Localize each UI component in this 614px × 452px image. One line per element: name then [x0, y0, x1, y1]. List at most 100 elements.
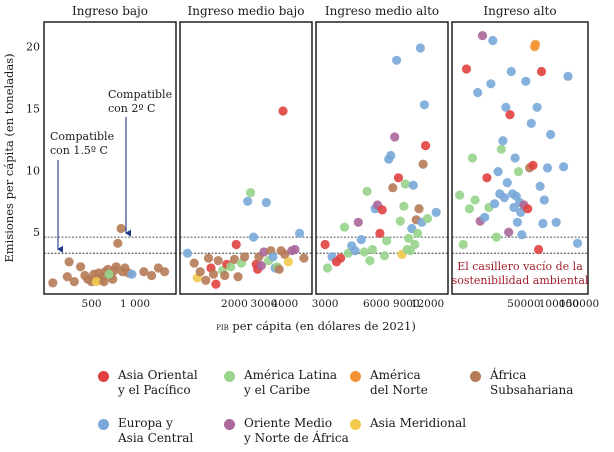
data-point-lac — [404, 233, 414, 243]
legend-label-line: América Latina — [244, 368, 338, 382]
points-medio-bajo — [182, 106, 309, 289]
data-point-eca — [510, 153, 520, 163]
data-point-lac — [104, 269, 114, 279]
data-point-lac — [400, 179, 410, 189]
annotation-15c-line1: Compatible — [50, 130, 114, 143]
legend: Asia Oriental y el Pacífico América Latina… — [0, 360, 614, 452]
data-point-eap — [523, 204, 533, 214]
points-bajo — [48, 223, 170, 288]
data-point-eap — [375, 228, 385, 238]
data-point-lac — [339, 222, 350, 232]
legend-label-line: Asia Meridional — [370, 416, 467, 430]
x-tick-label: 100000 — [539, 298, 579, 310]
data-point-ssa — [99, 277, 109, 287]
data-point-eca — [502, 178, 512, 188]
y-tick-label: 10 — [26, 164, 40, 177]
x-tick-label: 6000 — [363, 298, 390, 310]
data-point-eca — [542, 163, 553, 173]
legend-item-ssa: África Subsahariana — [470, 368, 573, 398]
data-point-ssa — [280, 249, 290, 259]
data-point-lac — [379, 251, 390, 261]
empty-box-label-line1: El casillero vacío de la — [457, 260, 583, 273]
data-point-eca — [512, 217, 523, 227]
data-point-ssa — [201, 275, 211, 285]
x-tick-label: 3000 — [251, 298, 278, 310]
x-axis-label-prefix: PIB — [216, 322, 229, 333]
data-point-mena — [504, 227, 514, 237]
data-point-eca — [268, 252, 278, 262]
legend-label-line: Subsahariana — [490, 383, 574, 397]
data-point-nam — [530, 39, 541, 49]
x-tick-label: 12000 — [411, 298, 444, 310]
data-point-eca — [532, 102, 542, 112]
data-point-eca — [473, 87, 483, 98]
data-point-ssa — [203, 253, 214, 263]
data-point-eca — [498, 136, 508, 146]
data-point-eca — [516, 207, 526, 217]
panel-bajo: Ingreso bajo 500 1 000 — [43, 4, 177, 310]
data-point-lac — [410, 239, 420, 250]
data-point-lac — [382, 236, 392, 246]
legend-label: América del Norte — [370, 368, 428, 398]
legend-label-line: y el Pacífico — [118, 383, 191, 397]
data-point-mena — [256, 261, 266, 271]
data-point-sas — [91, 277, 101, 287]
legend-label-line: y Norte de África — [244, 431, 349, 445]
legend-item-eca: Europa y Asia Central — [98, 416, 193, 446]
data-point-eca — [386, 150, 396, 161]
legend-item-lac: América Latina y el Caribe — [224, 368, 337, 398]
points-alto — [455, 30, 583, 255]
data-point-eca — [419, 100, 429, 110]
data-point-eca — [295, 228, 305, 238]
data-point-lac — [413, 228, 423, 238]
legend-swatch — [98, 371, 109, 382]
data-point-mena — [353, 217, 363, 227]
data-point-mena — [477, 30, 488, 41]
x-tick-label: 50000 — [507, 298, 540, 310]
data-point-lac — [496, 144, 506, 154]
data-point-eap — [536, 66, 547, 77]
data-point-eca — [517, 230, 527, 240]
data-point-eca — [493, 167, 503, 177]
data-point-ssa — [274, 264, 284, 274]
data-point-lac — [513, 167, 524, 177]
x-tick-label: 4000 — [271, 298, 298, 310]
annotation-15c-line2: con 1.5º C — [50, 144, 108, 157]
data-point-ssa — [220, 270, 230, 281]
data-point-eca — [408, 180, 418, 190]
data-point-ssa — [208, 269, 219, 279]
data-point-sas — [283, 257, 293, 267]
data-point-ssa — [195, 267, 205, 277]
legend-label-line: Asia Central — [118, 431, 194, 445]
data-point-eca — [486, 79, 496, 89]
x-tick-label: 500 — [82, 298, 102, 310]
data-point-ssa — [116, 223, 126, 234]
data-point-eca — [546, 129, 556, 140]
data-point-ssa — [388, 183, 398, 193]
data-point-eap — [421, 141, 431, 151]
data-point-lac — [464, 204, 475, 214]
points-medio-alto — [320, 43, 441, 273]
y-tick-label: 5 — [33, 226, 40, 239]
data-point-eca — [248, 232, 259, 242]
legend-item-nam: América del Norte — [350, 368, 428, 398]
data-point-eca — [539, 195, 549, 205]
data-point-eap — [534, 244, 544, 255]
legend-item-mena: Oriente Medio y Norte de África — [224, 416, 349, 446]
data-point-ssa — [48, 278, 58, 288]
legend-label-line: y el Caribe — [244, 383, 311, 397]
x-tick-label: 2000 — [221, 298, 248, 310]
data-point-eap — [482, 173, 492, 183]
legend-label: América Latina y el Caribe — [244, 368, 337, 398]
data-point-ssa — [69, 277, 79, 287]
data-point-lac — [365, 256, 375, 266]
data-point-mena — [259, 247, 269, 257]
x-axis-label-text: per cápita (en dólares de 2021) — [229, 319, 416, 333]
data-point-eap — [278, 106, 288, 116]
legend-label-line: del Norte — [370, 383, 428, 397]
y-tick-label: 20 — [26, 41, 40, 54]
panel-frame — [451, 21, 589, 295]
data-point-ssa — [189, 258, 199, 268]
data-point-eca — [431, 207, 441, 217]
